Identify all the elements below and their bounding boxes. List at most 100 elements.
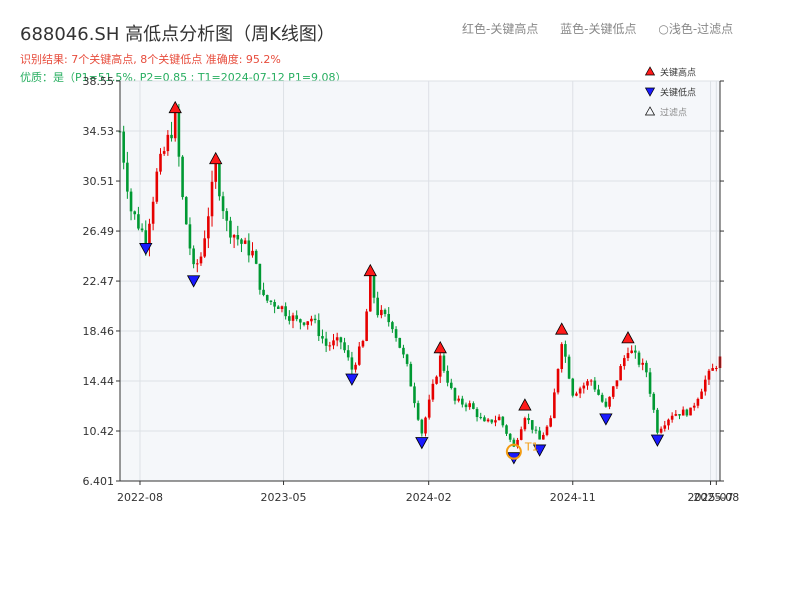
candle [571,377,575,398]
key-low-marker [650,434,665,447]
candle [354,362,357,373]
candle [273,299,276,314]
candle [302,321,306,327]
candle-body [251,250,254,256]
candle [659,426,663,434]
key-low-marker [186,275,201,288]
candle-body [324,338,328,346]
candle-body [593,380,597,390]
candle-body [416,403,420,420]
legend-item: 过滤点 [644,106,687,119]
candle-body [258,263,262,290]
candle [453,387,457,405]
candle [299,318,302,330]
candle [578,386,582,399]
key-high-marker [621,331,635,344]
top-legend-red: 红色-关键高点 [462,22,539,36]
candle-body [442,355,446,371]
key-high-marker [433,341,447,354]
candle-body [475,408,479,418]
candle-body [512,439,516,447]
candle-body [398,337,402,348]
candle-body [648,372,652,394]
candle-body [137,214,140,229]
candle-body [659,428,663,433]
candle-body [626,353,630,359]
candle [129,188,133,221]
candle [137,206,140,231]
candle [221,191,225,219]
y-tick-label: 10.42 [83,425,115,438]
candle-body [715,367,718,369]
candle [151,196,155,231]
candle [527,413,530,425]
candle-body [424,417,427,434]
key-high-marker [518,398,532,411]
candle-body [339,337,343,343]
candle-body [549,418,552,427]
x-tick-label: 2024-11 [550,491,596,504]
candle [192,245,195,269]
candle [317,313,321,341]
candle-body [361,340,365,347]
candle-body [508,433,512,440]
candle [556,368,560,395]
candle [567,354,571,380]
candle-body [674,414,678,416]
candle [508,432,512,443]
candle-body [232,234,236,238]
candle-body [192,248,195,265]
candle-body [534,429,538,431]
candle [288,310,291,325]
candle [608,396,611,410]
candle [383,308,387,317]
candle-body [380,309,383,316]
candle [335,332,339,347]
candle [402,344,405,359]
candle-body [438,355,442,377]
candle-body [328,345,332,347]
candle [542,432,545,440]
candle [391,320,394,333]
candle [626,347,630,362]
candle-body [276,306,280,309]
candle-body [188,224,192,249]
y-tick-label: 18.46 [83,325,115,338]
candle [350,351,354,375]
candle [696,397,700,409]
x-tick-label: 2024-02 [406,491,452,504]
candle [457,395,460,403]
markers-layer: T1 [139,100,665,465]
candle-body [571,378,575,396]
candle-body [667,419,670,426]
candle-body [497,416,501,421]
candle-body [615,380,619,387]
candle [398,337,402,349]
candle-body [151,201,155,224]
candle-body [700,391,703,399]
key-low-marker [532,444,547,457]
t1-label: T1 [524,441,539,454]
candle [291,312,295,329]
candle [380,305,383,319]
candle [265,294,269,304]
candle-body [302,322,306,325]
candle-body [689,407,692,416]
candle [648,367,652,397]
candle-body [265,295,269,301]
candle [490,419,494,425]
candle-body [578,388,582,394]
candle-body [670,415,674,420]
candle [346,345,350,361]
candle [534,426,538,434]
candle-body [262,289,265,296]
candle-body [420,419,424,434]
candle-body [207,216,210,239]
candle-body [600,394,604,402]
candle-body [372,274,376,298]
candle-body [155,171,159,202]
legend-low-icon [644,87,656,97]
candle [446,365,449,387]
candle-body [409,363,413,387]
candle [413,382,416,408]
